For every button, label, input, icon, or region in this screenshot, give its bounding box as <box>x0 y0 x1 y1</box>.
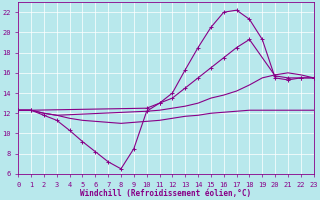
X-axis label: Windchill (Refroidissement éolien,°C): Windchill (Refroidissement éolien,°C) <box>80 189 252 198</box>
